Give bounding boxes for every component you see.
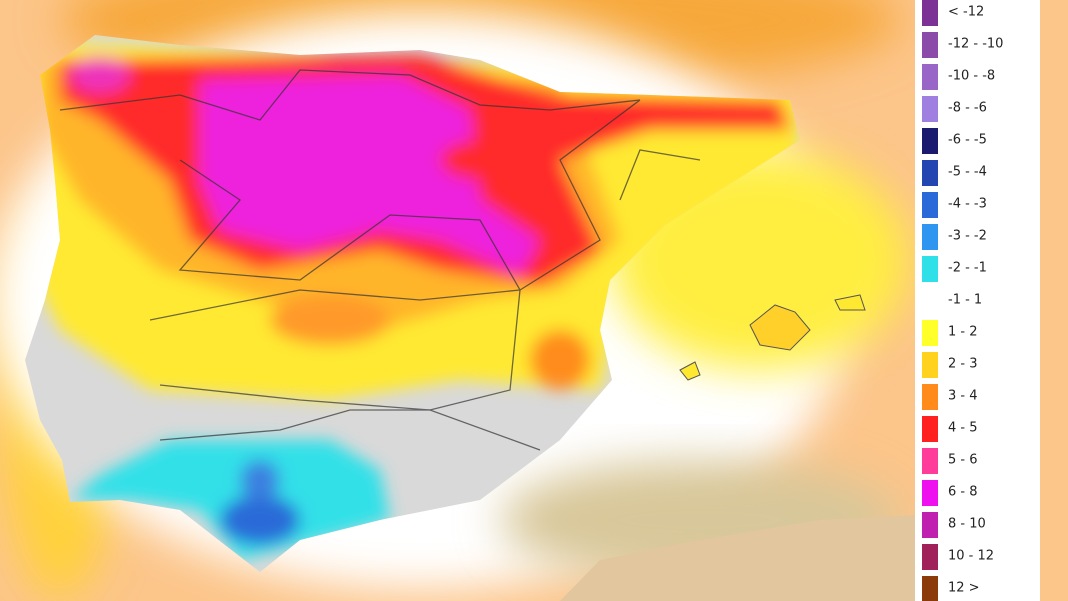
- peninsula: [25, 35, 800, 572]
- legend-label: -2 - -1: [948, 261, 987, 276]
- legend-swatch: [922, 352, 938, 378]
- legend-swatch: [922, 544, 938, 570]
- legend-label: 12 >: [948, 581, 980, 596]
- balearic-islands: [679, 294, 866, 381]
- legend-label: 5 - 6: [948, 453, 978, 468]
- legend-swatch: [922, 160, 938, 186]
- legend-label: -5 - -4: [948, 165, 987, 180]
- legend-swatch: [922, 448, 938, 474]
- legend-swatch: [922, 96, 938, 122]
- legend-swatch: [922, 384, 938, 410]
- legend-label: 6 - 8: [948, 485, 978, 500]
- africa-coast: [560, 515, 915, 601]
- legend-swatch: [922, 192, 938, 218]
- legend-label: -3 - -2: [948, 229, 987, 244]
- legend-swatch: [922, 576, 938, 601]
- legend-swatch: [922, 320, 938, 346]
- legend-swatch: [922, 0, 938, 26]
- legend-swatch: [922, 288, 938, 314]
- legend-swatch: [922, 416, 938, 442]
- legend-label: 2 - 3: [948, 357, 978, 372]
- legend-swatch: [922, 128, 938, 154]
- legend-label: < -12: [948, 5, 984, 20]
- legend-swatch: [922, 224, 938, 250]
- legend-label: 1 - 2: [948, 325, 978, 340]
- legend-label: -1 - 1: [948, 293, 982, 308]
- legend-label: 4 - 5: [948, 421, 978, 436]
- legend-swatch: [922, 512, 938, 538]
- legend-label: -12 - -10: [948, 37, 1003, 52]
- legend-swatch: [922, 256, 938, 282]
- legend: < -12 -12 - -10 -10 - -8 -8 - -6 -6 - -5 -5 -…: [922, 0, 1003, 601]
- legend-label: -10 - -8: [948, 69, 995, 84]
- legend-swatch: [922, 480, 938, 506]
- legend-label: 10 - 12: [948, 549, 994, 564]
- legend-swatch: [922, 64, 938, 90]
- legend-swatch: [922, 32, 938, 58]
- legend-label: -6 - -5: [948, 133, 987, 148]
- legend-label: 8 - 10: [948, 517, 986, 532]
- legend-label: 3 - 4: [948, 389, 978, 404]
- legend-label: -4 - -3: [948, 197, 987, 212]
- legend-label: -8 - -6: [948, 101, 987, 116]
